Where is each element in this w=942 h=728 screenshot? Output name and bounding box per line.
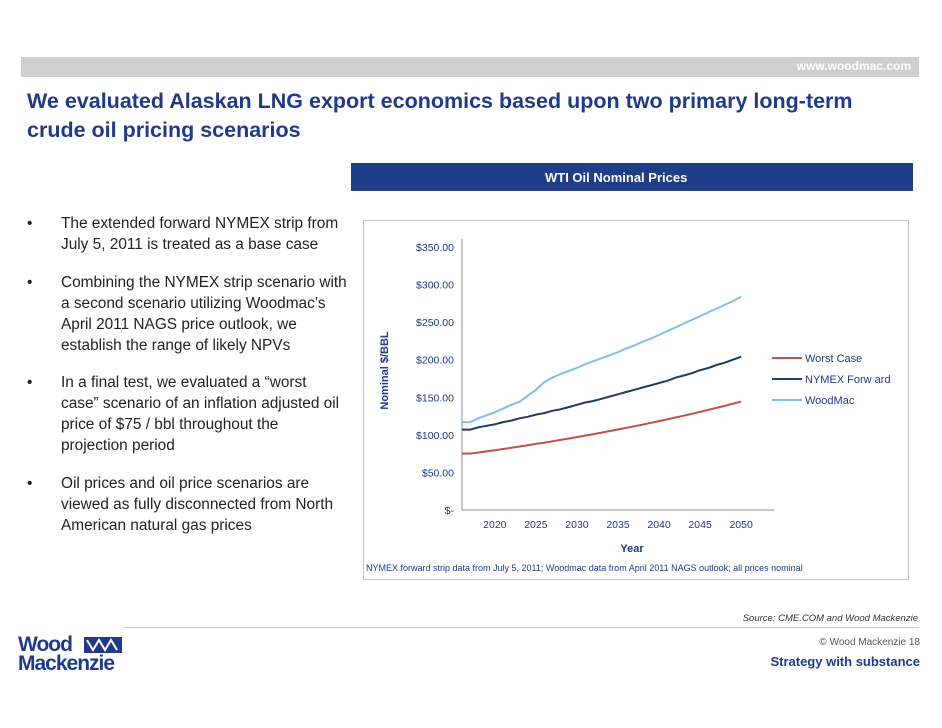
y-tick-label: $150.00: [416, 392, 454, 404]
line-chart: $- $50.00 $100.00 $150.00 $200.00 $250.00 $300…: [366, 239, 891, 573]
y-tick-label: $200.00: [416, 355, 454, 367]
bullet-text: In a final test, we evaluated a “worst c…: [61, 374, 340, 454]
logo-word-wood: Wood: [18, 633, 73, 656]
y-tick-label: $100.00: [416, 430, 454, 442]
x-tick-label: 2025: [524, 519, 548, 531]
y-tick-label: $-: [445, 505, 455, 517]
website-url: www.woodmac.com: [796, 59, 911, 73]
x-tick-label: 2040: [647, 519, 671, 531]
y-tick-label: $250.00: [416, 317, 454, 329]
legend-label: WoodMac: [805, 395, 855, 407]
source-note: Source: CME.COM and Wood Mackenzie: [742, 613, 918, 624]
bullet-item: • Combining the NYMEX strip scenario with…: [27, 272, 347, 356]
series-line-nymex-forw-ard: [462, 355, 742, 431]
bullet-text: The extended forward NYMEX strip from Ju…: [61, 215, 339, 253]
series-line-worst-case: [462, 400, 742, 455]
x-axis-label: Year: [620, 543, 644, 555]
bullet-item: • Oil prices and oil price scenarios are …: [27, 473, 347, 536]
bullet-text: Combining the NYMEX strip scenario with …: [61, 274, 347, 354]
copyright: © Wood Mackenzie 18: [819, 637, 920, 648]
top-bar: www.woodmac.com: [21, 57, 919, 77]
bullet-item: • The extended forward NYMEX strip from J…: [27, 213, 347, 255]
logo-word-mackenzie: Mackenzie: [18, 652, 115, 675]
x-tick-label: 2020: [483, 519, 507, 531]
chart-header-bar: WTI Oil Nominal Prices: [351, 163, 913, 191]
chart-frame: $- $50.00 $100.00 $150.00 $200.00 $250.00 $300…: [363, 220, 909, 580]
bullet-dot: •: [27, 374, 33, 391]
y-axis-label: Nominal $/BBL: [379, 331, 391, 410]
y-tick-label: $50.00: [422, 467, 454, 479]
chart-footnote: NYMEX forward strip data from July 5, 20…: [366, 563, 803, 573]
bullet-list: • The extended forward NYMEX strip from J…: [27, 213, 347, 536]
page-title: We evaluated Alaskan LNG export economic…: [27, 89, 853, 142]
chart-header-title: WTI Oil Nominal Prices: [545, 170, 688, 185]
x-tick-label: 2050: [729, 519, 753, 531]
logo-w-icon: [84, 637, 122, 653]
y-tick-label: $350.00: [416, 242, 454, 254]
tagline: Strategy with substance: [770, 654, 920, 669]
bullet-dot: •: [27, 475, 33, 492]
x-tick-label: 2035: [606, 519, 630, 531]
y-tick-label: $300.00: [416, 280, 454, 292]
footer-divider: [124, 627, 919, 628]
bullet-text: Oil prices and oil price scenarios are v…: [61, 475, 334, 534]
legend-label: NYMEX Forw ard: [805, 374, 891, 386]
series-line-woodmac: [462, 295, 742, 424]
x-tick-label: 2045: [688, 519, 712, 531]
wood-mackenzie-logo: Wood Mackenzie: [18, 633, 128, 675]
legend-label: Worst Case: [805, 353, 862, 365]
bullet-dot: •: [27, 215, 33, 232]
x-tick-label: 2030: [565, 519, 589, 531]
bullet-dot: •: [27, 274, 33, 291]
bullet-item: • In a final test, we evaluated a “worst …: [27, 372, 347, 456]
